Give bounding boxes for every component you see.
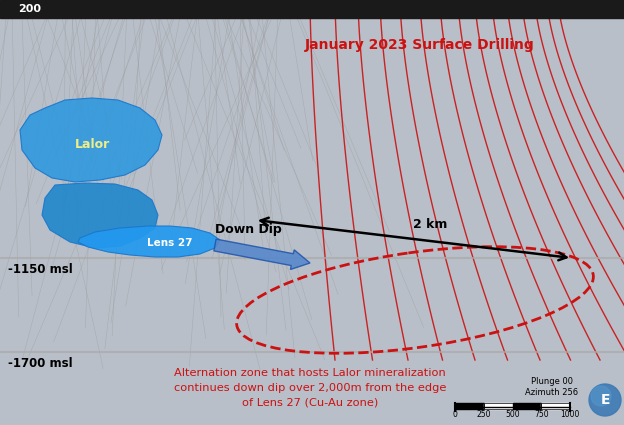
Text: 0: 0 xyxy=(452,410,457,419)
Text: Alternation zone that hosts Lalor mineralization
continues down dip over 2,000m : Alternation zone that hosts Lalor minera… xyxy=(174,368,446,408)
Bar xyxy=(484,403,512,409)
Polygon shape xyxy=(20,98,162,182)
Polygon shape xyxy=(42,183,158,248)
FancyArrow shape xyxy=(214,239,310,269)
Bar xyxy=(455,403,484,409)
Text: 750: 750 xyxy=(534,410,548,419)
Text: January 2023 Surface Drilling: January 2023 Surface Drilling xyxy=(305,38,535,52)
Polygon shape xyxy=(78,226,220,257)
Circle shape xyxy=(591,386,611,406)
Bar xyxy=(512,403,541,409)
Text: 2 km: 2 km xyxy=(413,218,447,231)
Bar xyxy=(484,403,512,409)
Bar xyxy=(455,403,484,409)
Text: 200: 200 xyxy=(18,4,41,14)
Text: -1700 msl: -1700 msl xyxy=(8,357,72,370)
Text: Down Dip: Down Dip xyxy=(215,223,281,236)
Bar xyxy=(0,0,624,18)
Text: Lens 27: Lens 27 xyxy=(147,238,193,248)
Text: Plunge 00
Azimuth 256: Plunge 00 Azimuth 256 xyxy=(525,377,578,397)
Bar xyxy=(512,403,541,409)
Text: 1000: 1000 xyxy=(560,410,580,419)
Circle shape xyxy=(589,384,621,416)
Text: Lalor: Lalor xyxy=(74,139,110,151)
Text: 500: 500 xyxy=(505,410,520,419)
Bar xyxy=(541,403,570,409)
Text: E: E xyxy=(600,393,610,407)
Bar xyxy=(541,403,570,409)
Text: 250: 250 xyxy=(477,410,491,419)
Text: -1150 msl: -1150 msl xyxy=(8,263,73,276)
